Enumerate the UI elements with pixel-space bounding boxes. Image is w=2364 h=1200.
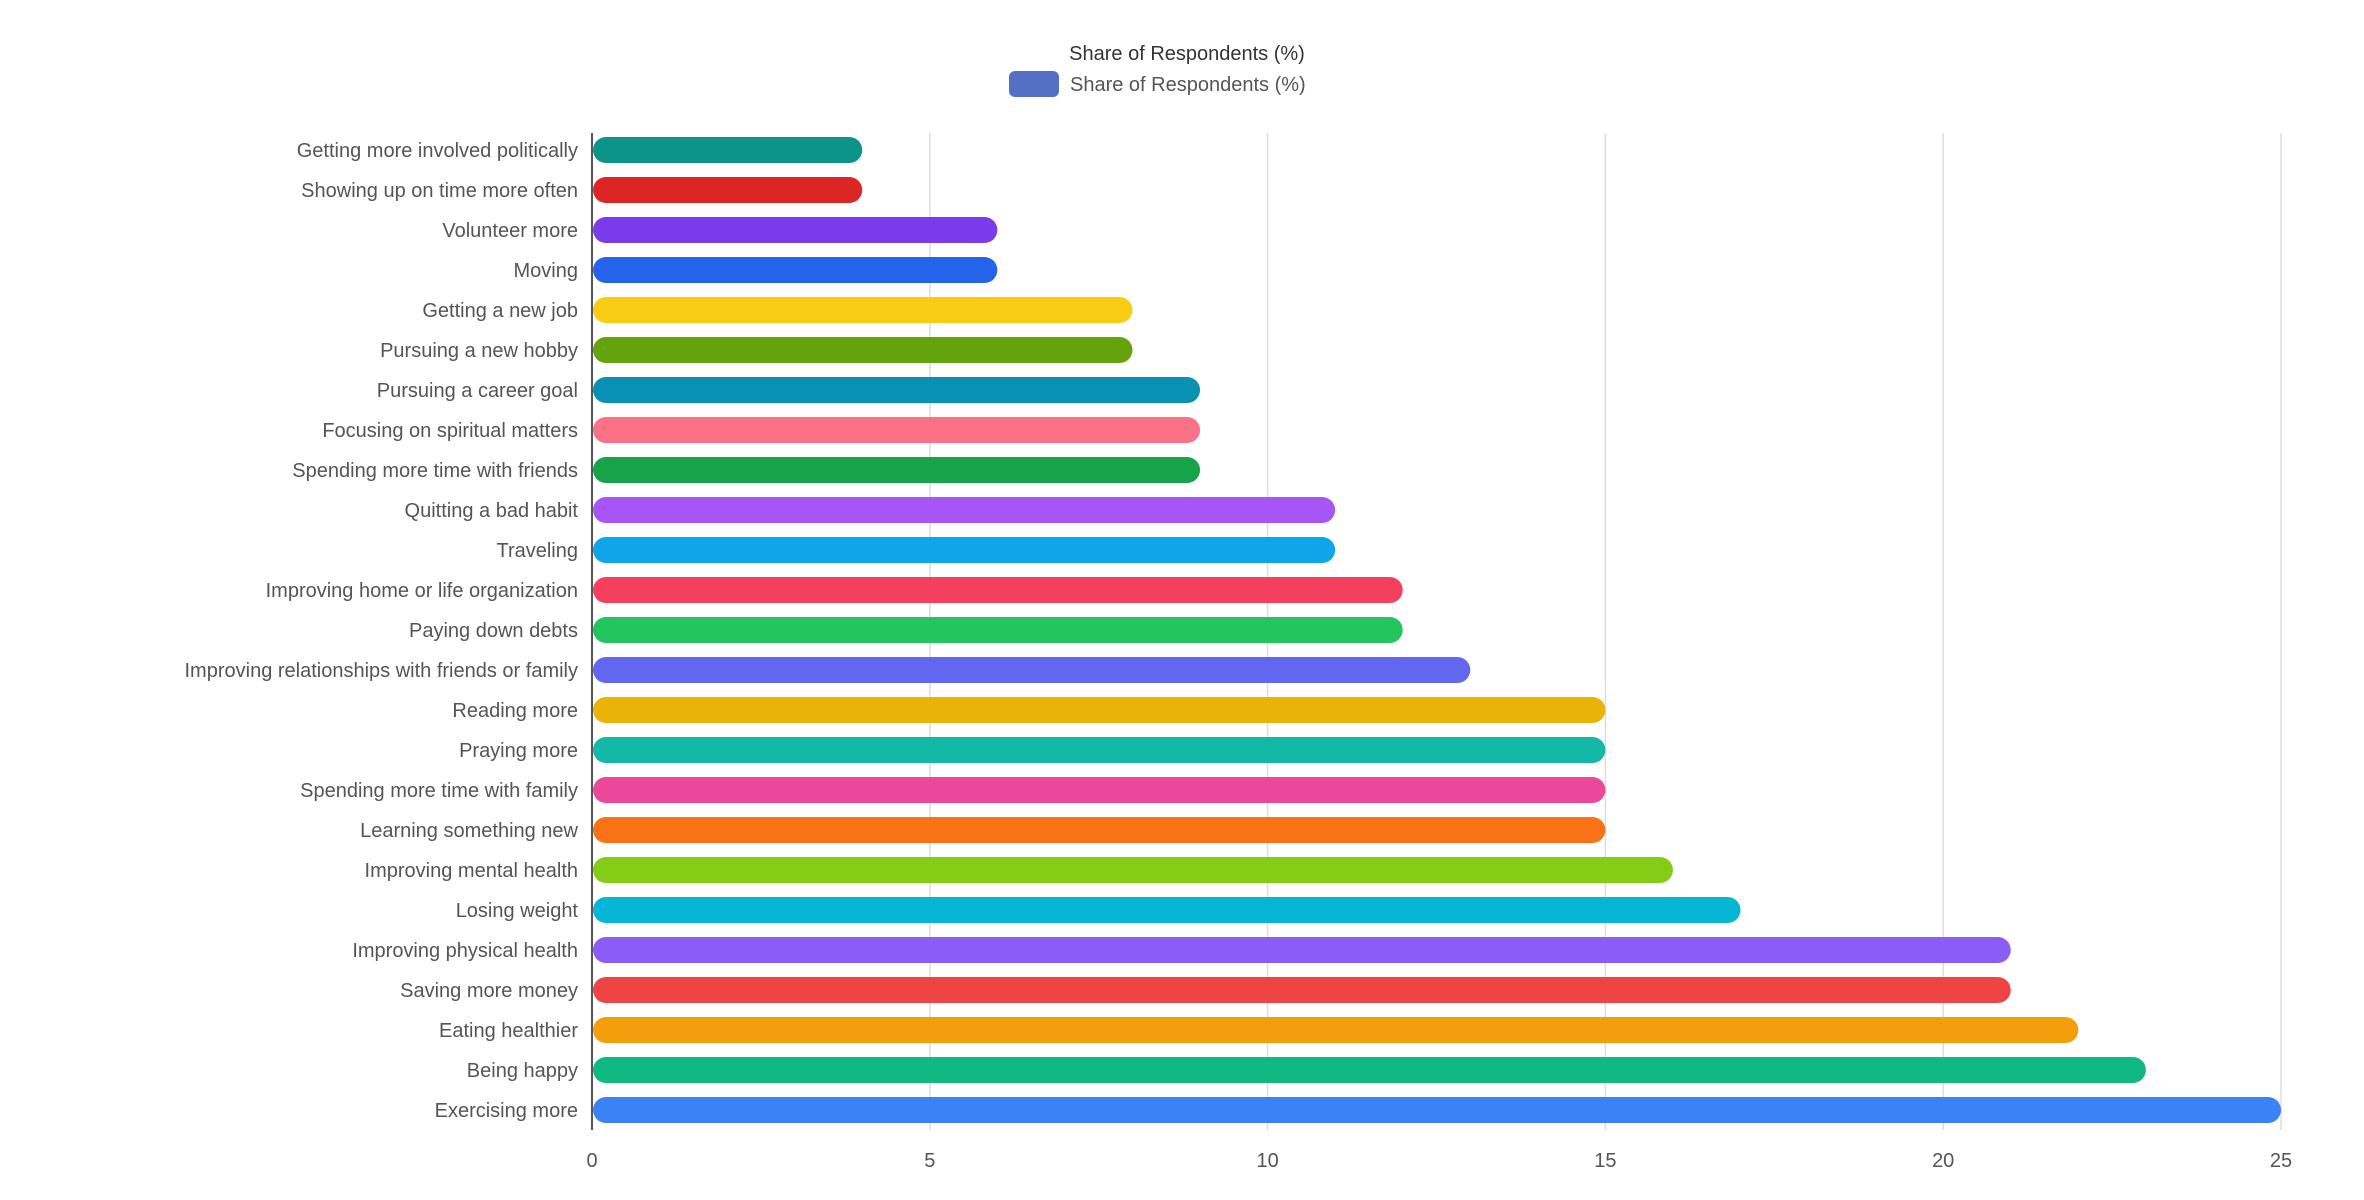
grid-lines <box>929 133 2282 1130</box>
bar[interactable] <box>593 257 998 283</box>
bar[interactable] <box>593 737 1606 763</box>
bar[interactable] <box>593 337 1133 363</box>
bar[interactable] <box>593 1097 2281 1123</box>
category-label: Spending more time with friends <box>292 460 578 482</box>
x-tick-label: 15 <box>1594 1150 1616 1172</box>
x-axis-ticks: 0 5 10 15 20 25 <box>586 1150 2292 1172</box>
bar[interactable] <box>593 377 1201 403</box>
category-label: Saving more money <box>400 980 578 1002</box>
bar[interactable] <box>593 297 1133 323</box>
category-label: Reading more <box>452 700 578 722</box>
category-label: Improving mental health <box>365 860 578 882</box>
category-labels: Getting more involved politically Showing… <box>185 140 579 1122</box>
category-label: Paying down debts <box>409 620 578 642</box>
bar[interactable] <box>593 977 2011 1003</box>
category-label: Losing weight <box>456 900 579 922</box>
x-tick-label: 5 <box>924 1150 935 1172</box>
legend-label: Share of Respondents (%) <box>1070 74 1306 96</box>
category-label: Learning something new <box>360 820 578 842</box>
chart-title: Share of Respondents (%) <box>1069 43 1305 65</box>
bar[interactable] <box>593 857 1673 883</box>
legend[interactable]: Share of Respondents (%) <box>1009 71 1306 97</box>
bar[interactable] <box>593 617 1403 643</box>
category-label: Improving home or life organization <box>266 580 578 602</box>
category-label: Focusing on spiritual matters <box>322 420 578 442</box>
x-tick-label: 0 <box>586 1150 597 1172</box>
bar[interactable] <box>593 177 863 203</box>
bar[interactable] <box>593 577 1403 603</box>
bar[interactable] <box>593 657 1471 683</box>
category-label: Showing up on time more often <box>301 180 578 202</box>
category-label: Pursuing a new hobby <box>380 340 578 362</box>
category-label: Volunteer more <box>442 220 578 242</box>
bar[interactable] <box>593 817 1606 843</box>
category-label: Moving <box>514 260 578 282</box>
category-label: Eating healthier <box>439 1020 578 1042</box>
bar[interactable] <box>593 937 2011 963</box>
category-label: Being happy <box>467 1060 578 1082</box>
x-tick-label: 25 <box>2270 1150 2292 1172</box>
bar[interactable] <box>593 497 1336 523</box>
bar[interactable] <box>593 537 1336 563</box>
bar[interactable] <box>593 137 863 163</box>
x-tick-label: 20 <box>1932 1150 1954 1172</box>
category-label: Pursuing a career goal <box>377 380 578 402</box>
category-label: Improving relationships with friends or … <box>185 660 579 682</box>
bars <box>593 137 2281 1123</box>
bar[interactable] <box>593 1017 2079 1043</box>
category-label: Traveling <box>496 540 578 562</box>
category-label: Getting more involved politically <box>297 140 578 162</box>
category-label: Praying more <box>459 740 578 762</box>
bar[interactable] <box>593 697 1606 723</box>
category-label: Exercising more <box>435 1100 578 1122</box>
bar[interactable] <box>593 417 1201 443</box>
category-label: Getting a new job <box>422 300 578 322</box>
bar[interactable] <box>593 1057 2146 1083</box>
x-tick-label: 10 <box>1256 1150 1278 1172</box>
bar[interactable] <box>593 457 1201 483</box>
category-label: Improving physical health <box>352 940 578 962</box>
category-label: Quitting a bad habit <box>405 500 579 522</box>
bar[interactable] <box>593 777 1606 803</box>
legend-swatch <box>1009 71 1059 97</box>
bar[interactable] <box>593 897 1741 923</box>
bar[interactable] <box>593 217 998 243</box>
category-label: Spending more time with family <box>300 780 578 802</box>
